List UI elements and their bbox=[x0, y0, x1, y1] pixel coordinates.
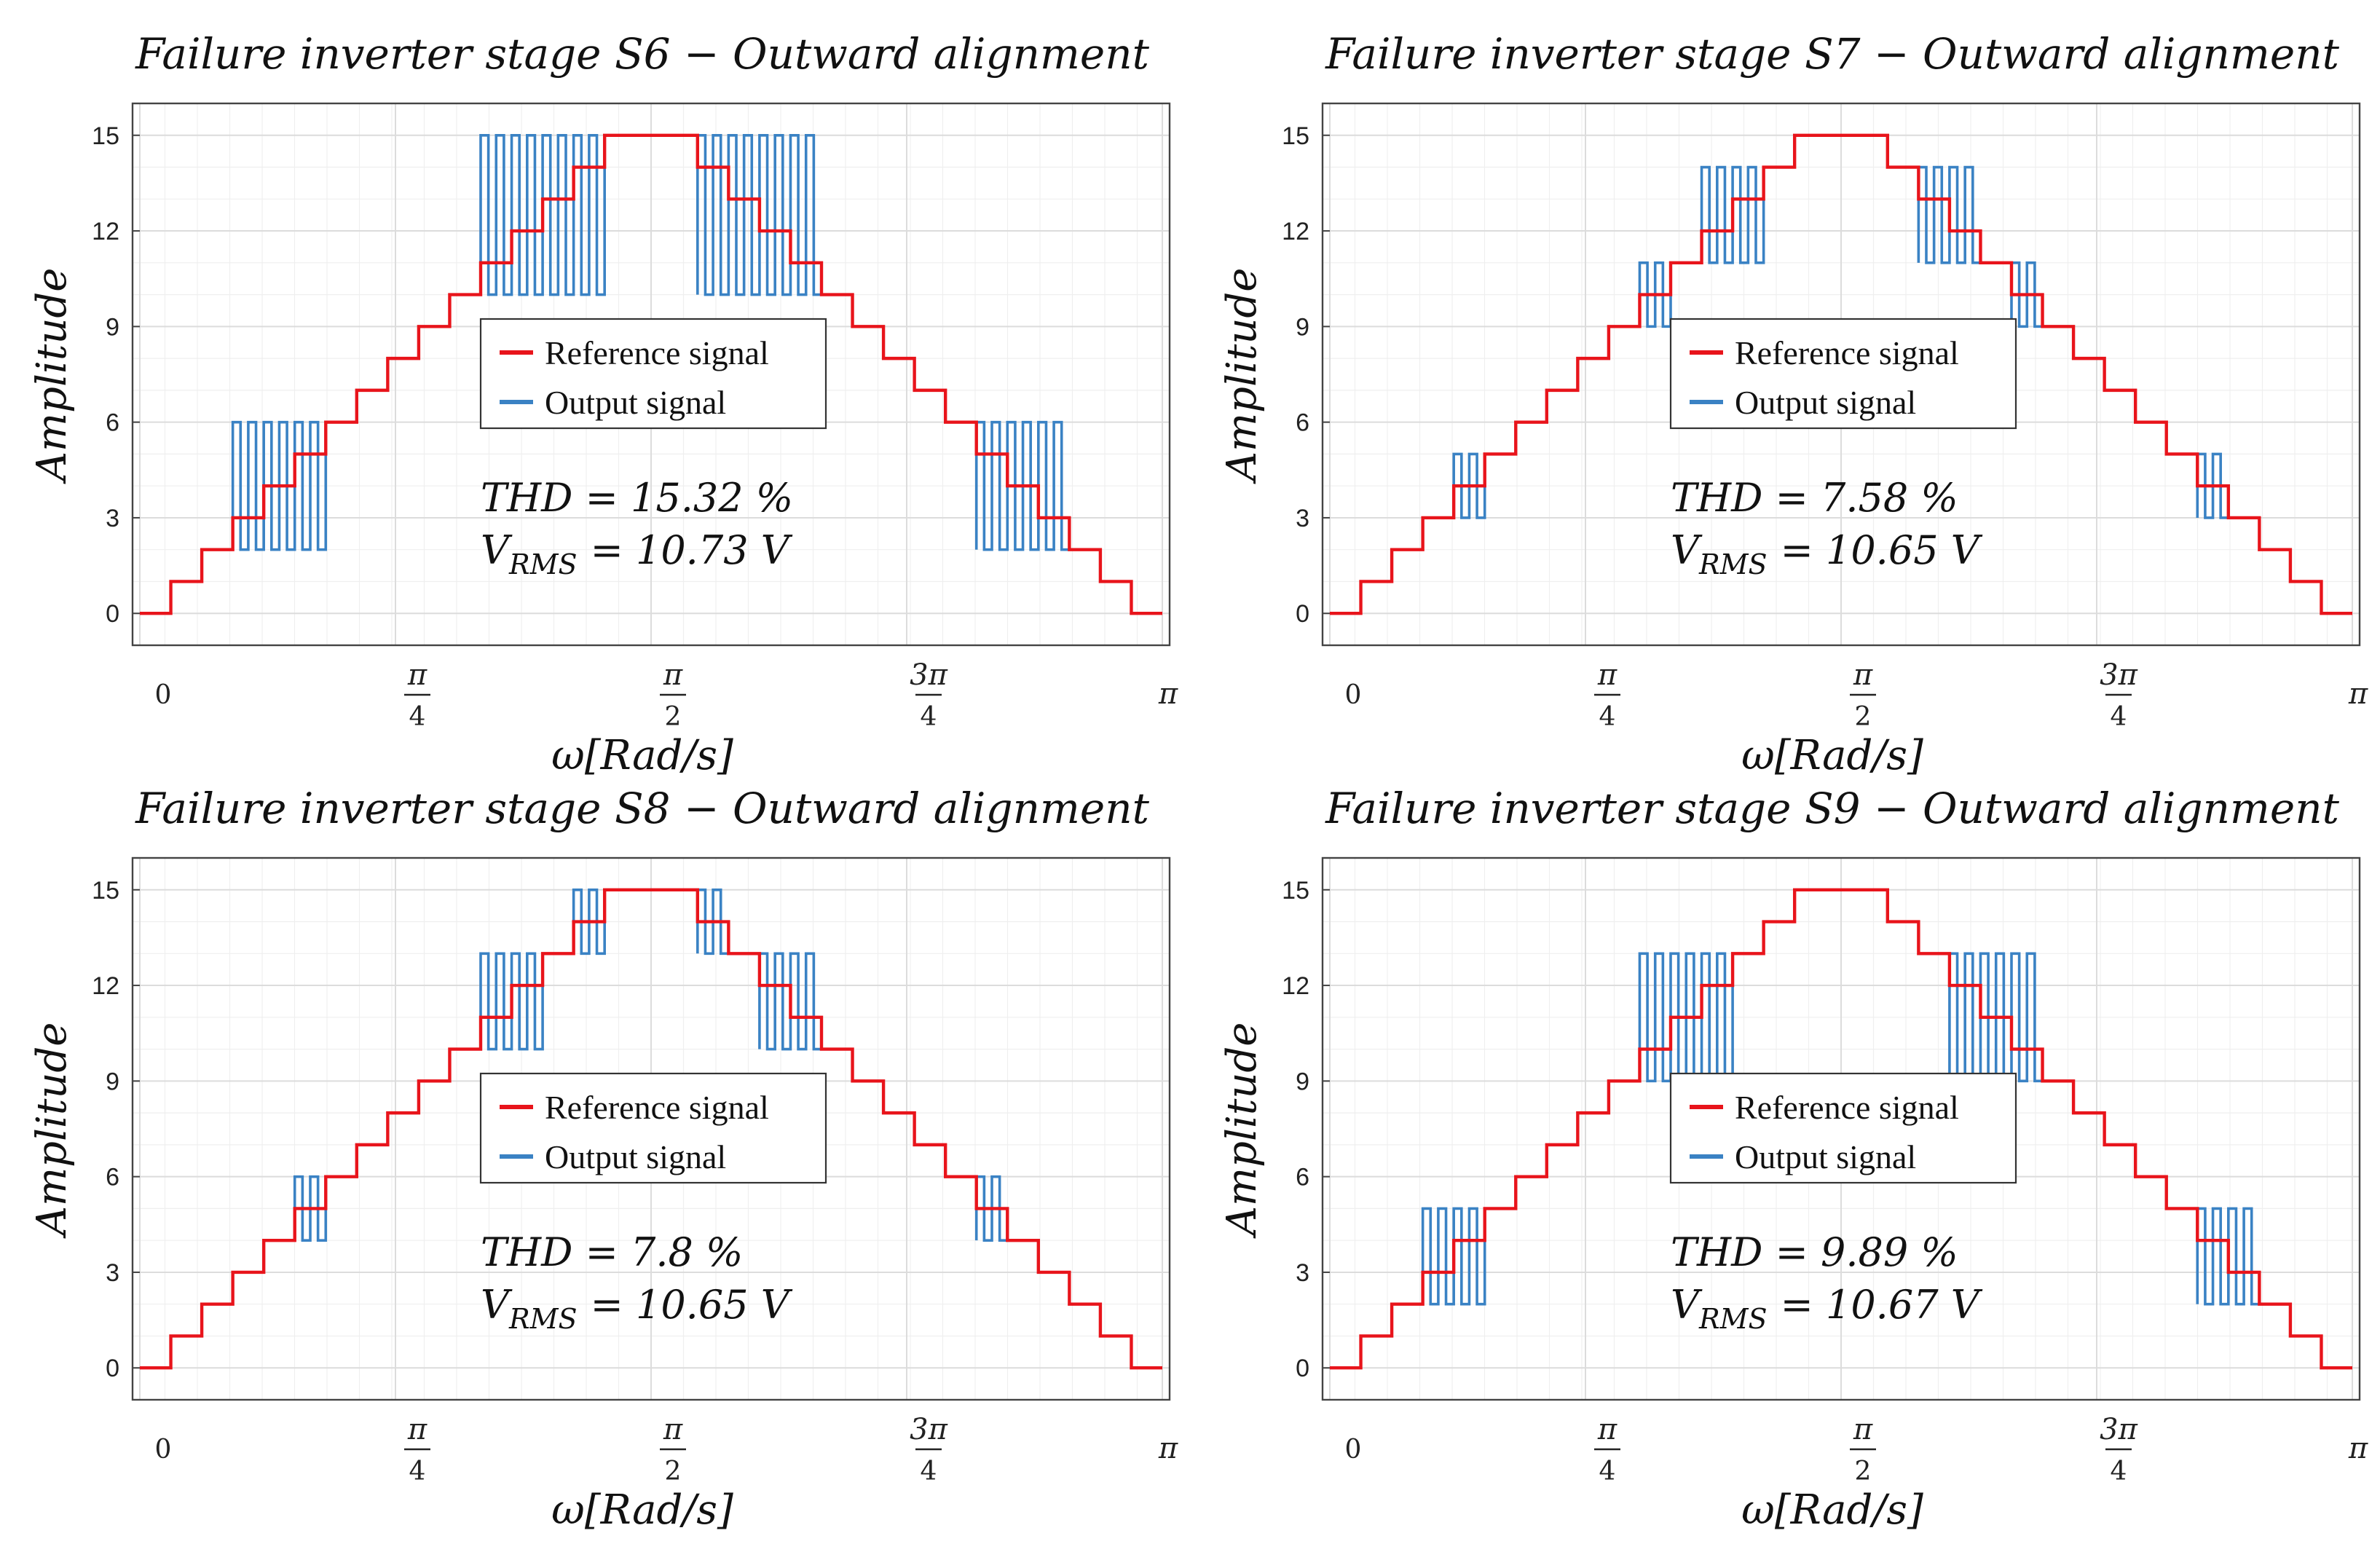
x-tick-label-numerator: π bbox=[663, 1413, 683, 1446]
y-tick-label: 6 bbox=[106, 409, 119, 437]
y-tick-label: 15 bbox=[92, 877, 119, 905]
chart-panel-2: 0 3 6 9 12 15 0 π 4 π 2 3π 4 π Failure inverter stage … bbox=[1218, 29, 2368, 779]
legend-label-reference: Reference signal bbox=[545, 1089, 769, 1126]
x-tick-label-numerator: 3π bbox=[910, 658, 947, 692]
vrms-subscript: RMS bbox=[508, 1303, 578, 1335]
x-tick-label-denominator: 4 bbox=[1599, 702, 1616, 732]
y-tick-label: 6 bbox=[1296, 409, 1309, 437]
vrms-symbol: V bbox=[481, 1282, 513, 1328]
y-tick-label: 3 bbox=[106, 1259, 119, 1287]
y-tick-label: 3 bbox=[106, 505, 119, 532]
x-tick-label-denominator: 4 bbox=[409, 702, 426, 732]
y-tick-label: 0 bbox=[1296, 600, 1309, 628]
x-tick-label-denominator: 2 bbox=[1855, 702, 1872, 732]
y-axis-label: Amplitude bbox=[1218, 1023, 1266, 1240]
x-tick-label-numerator: π bbox=[1597, 1413, 1617, 1446]
x-tick-label: π bbox=[1158, 677, 1178, 711]
vrms-symbol: V bbox=[481, 527, 513, 573]
y-tick-label: 6 bbox=[106, 1164, 119, 1191]
y-axis-label: Amplitude bbox=[1218, 268, 1266, 485]
chart-title: Failure inverter stage S8 − Outward alig… bbox=[135, 784, 1150, 833]
x-tick-label-denominator: 4 bbox=[2111, 702, 2127, 732]
thd-annotation: THD = 9.89 % bbox=[1671, 1229, 1958, 1275]
chart-title: Failure inverter stage S9 − Outward alig… bbox=[1325, 784, 2340, 833]
vrms-subscript: RMS bbox=[1698, 548, 1768, 580]
chart-panel-4: 0 3 6 9 12 15 0 π 4 π 2 3π 4 π Failure inverter stage … bbox=[1218, 784, 2368, 1534]
x-tick-label: 0 bbox=[1345, 680, 1362, 710]
y-tick-label: 15 bbox=[1282, 877, 1309, 905]
x-tick-label-denominator: 2 bbox=[1855, 1457, 1872, 1486]
x-tick-label-denominator: 4 bbox=[409, 1457, 426, 1486]
thd-annotation: THD = 7.58 % bbox=[1671, 475, 1958, 521]
thd-annotation: THD = 15.32 % bbox=[481, 475, 793, 521]
x-tick-label-numerator: π bbox=[407, 658, 427, 692]
y-tick-label: 9 bbox=[1296, 313, 1309, 341]
x-tick-label: π bbox=[1158, 1432, 1178, 1465]
y-tick-label: 9 bbox=[1296, 1068, 1309, 1095]
vrms-value: = 10.65 V bbox=[591, 1282, 793, 1328]
x-axis-label: ω[Rad/s] bbox=[1741, 732, 1923, 779]
x-tick-label: 0 bbox=[1345, 1435, 1362, 1465]
x-tick-label: π bbox=[2348, 677, 2368, 711]
x-tick-label-numerator: 3π bbox=[2100, 658, 2137, 692]
y-tick-label: 12 bbox=[1282, 218, 1309, 245]
legend-label-reference: Reference signal bbox=[1735, 1089, 1959, 1126]
y-tick-label: 3 bbox=[1296, 505, 1309, 532]
legend-label-reference: Reference signal bbox=[545, 334, 769, 371]
legend-label-output: Output signal bbox=[1735, 384, 1916, 421]
x-tick-label-numerator: 3π bbox=[910, 1413, 947, 1446]
x-axis-label: ω[Rad/s] bbox=[551, 1486, 733, 1534]
y-tick-label: 0 bbox=[106, 600, 119, 628]
x-tick-label-numerator: π bbox=[663, 658, 683, 692]
y-tick-label: 9 bbox=[106, 1068, 119, 1095]
thd-annotation: THD = 7.8 % bbox=[481, 1229, 743, 1275]
y-tick-label: 0 bbox=[106, 1355, 119, 1382]
vrms-subscript: RMS bbox=[508, 548, 578, 580]
y-tick-label: 12 bbox=[1282, 972, 1309, 1000]
y-tick-label: 15 bbox=[92, 122, 119, 150]
vrms-symbol: V bbox=[1671, 1282, 1703, 1328]
x-axis-label: ω[Rad/s] bbox=[551, 732, 733, 779]
y-tick-label: 3 bbox=[1296, 1259, 1309, 1287]
y-tick-label: 12 bbox=[92, 972, 119, 1000]
y-tick-label: 15 bbox=[1282, 122, 1309, 150]
y-tick-label: 0 bbox=[1296, 1355, 1309, 1382]
vrms-symbol: V bbox=[1671, 527, 1703, 573]
x-tick-label-numerator: π bbox=[407, 1413, 427, 1446]
x-tick-label: 0 bbox=[155, 680, 172, 710]
y-tick-label: 12 bbox=[92, 218, 119, 245]
x-tick-label-numerator: π bbox=[1853, 1413, 1873, 1446]
vrms-value: = 10.73 V bbox=[591, 527, 793, 573]
legend-label-output: Output signal bbox=[545, 1138, 726, 1175]
x-tick-label-denominator: 2 bbox=[665, 702, 682, 732]
x-tick-label: π bbox=[2348, 1432, 2368, 1465]
chart-panel-3: 0 3 6 9 12 15 0 π 4 π 2 3π 4 π Failure inverter stage … bbox=[28, 784, 1178, 1534]
x-tick-label-denominator: 2 bbox=[665, 1457, 682, 1486]
vrms-value: = 10.65 V bbox=[1781, 527, 1983, 573]
vrms-value: = 10.67 V bbox=[1781, 1282, 1983, 1328]
legend-label-reference: Reference signal bbox=[1735, 334, 1959, 371]
x-tick-label-denominator: 4 bbox=[921, 702, 937, 732]
y-axis-label: Amplitude bbox=[28, 268, 76, 485]
x-tick-label-numerator: π bbox=[1853, 658, 1873, 692]
x-tick-label-numerator: π bbox=[1597, 658, 1617, 692]
chart-panel-1: 0 3 6 9 12 15 0 π 4 π 2 3π 4 π Failure inverter stage … bbox=[28, 29, 1178, 779]
y-tick-label: 9 bbox=[106, 313, 119, 341]
legend-label-output: Output signal bbox=[545, 384, 726, 421]
chart-title: Failure inverter stage S7 − Outward alig… bbox=[1325, 29, 2340, 79]
chart-title: Failure inverter stage S6 − Outward alig… bbox=[135, 29, 1150, 79]
legend-label-output: Output signal bbox=[1735, 1138, 1916, 1175]
y-tick-label: 6 bbox=[1296, 1164, 1309, 1191]
x-tick-label-numerator: 3π bbox=[2100, 1413, 2137, 1446]
y-axis-label: Amplitude bbox=[28, 1023, 76, 1240]
x-tick-label: 0 bbox=[155, 1435, 172, 1465]
x-tick-label-denominator: 4 bbox=[1599, 1457, 1616, 1486]
x-tick-label-denominator: 4 bbox=[2111, 1457, 2127, 1486]
x-tick-label-denominator: 4 bbox=[921, 1457, 937, 1486]
x-axis-label: ω[Rad/s] bbox=[1741, 1486, 1923, 1534]
vrms-subscript: RMS bbox=[1698, 1303, 1768, 1335]
